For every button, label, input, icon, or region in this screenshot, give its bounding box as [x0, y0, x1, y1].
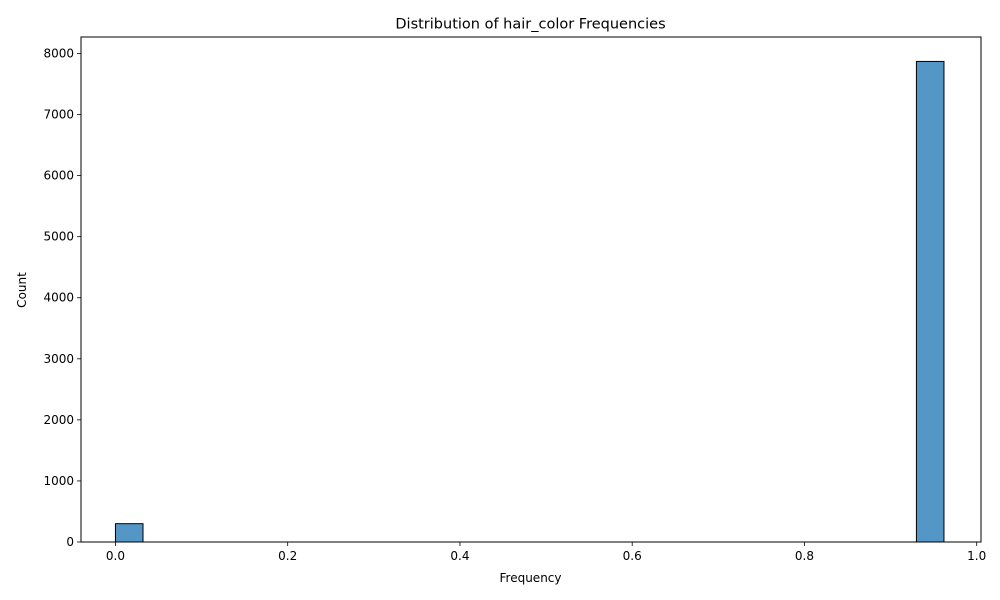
x-tick-label: 0.8: [795, 549, 814, 563]
y-tick-label: 7000: [43, 108, 74, 122]
x-axis-title: Frequency: [500, 571, 562, 585]
x-tick-label: 1.0: [967, 549, 986, 563]
y-tick-label: 6000: [43, 169, 74, 183]
axes-frame: [80, 36, 982, 543]
y-axis-title: Count: [15, 272, 29, 308]
y-tick-label: 2000: [43, 413, 74, 427]
chart-title: Distribution of hair_color Frequencies: [395, 17, 665, 33]
y-axis-ticks: 0 1000 2000 3000 4000 5000 6000 7000 8000: [43, 46, 81, 549]
plot-area: [114, 60, 945, 543]
histogram-bar-0: [114, 523, 144, 543]
x-axis-ticks: 0.0 0.2 0.4 0.6 0.8 1.0: [106, 542, 986, 563]
x-tick-label: 0.4: [450, 549, 469, 563]
y-tick-label: 8000: [43, 46, 74, 60]
y-tick-label: 5000: [43, 230, 74, 244]
histogram-bar-1: [915, 60, 945, 543]
x-tick-label: 0.0: [106, 549, 125, 563]
x-tick-label: 0.6: [623, 549, 642, 563]
x-tick-label: 0.2: [278, 549, 297, 563]
y-tick-label: 3000: [43, 352, 74, 366]
y-tick-label: 1000: [43, 474, 74, 488]
y-tick-label: 0: [66, 535, 74, 549]
y-tick-label: 4000: [43, 291, 74, 305]
